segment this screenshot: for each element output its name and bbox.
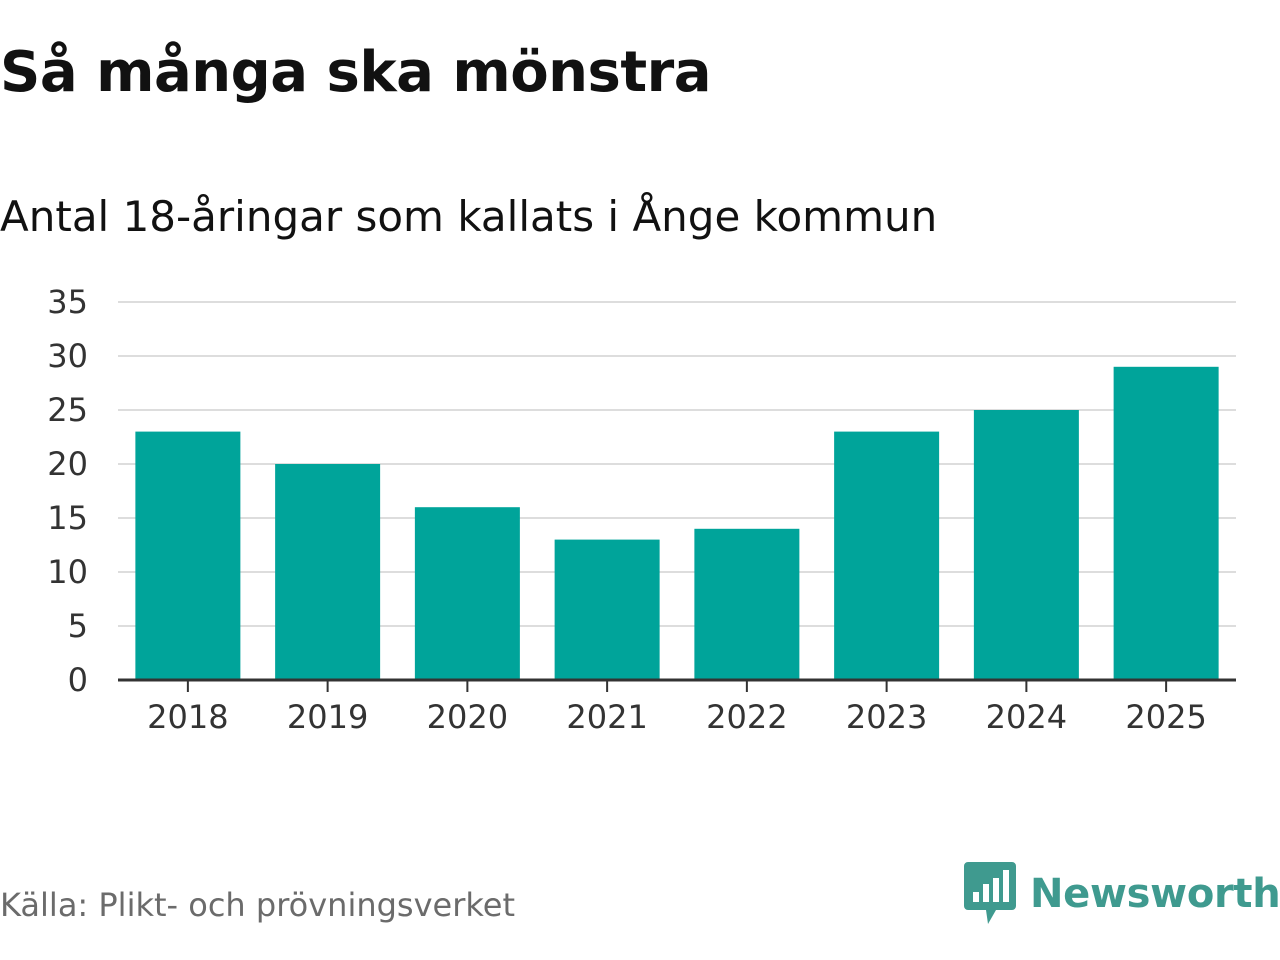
bars [135,366,1219,680]
bar-2019 [275,464,381,680]
bar-2024 [973,410,1079,680]
bar-2023 [834,431,940,680]
newsworthy-logo-icon [964,862,1016,924]
y-tick-label: 5 [68,607,88,645]
bar-2021 [554,539,660,680]
x-tick-label: 2020 [427,698,508,736]
x-tick-label: 2025 [1125,698,1206,736]
chart-title: Så många ska mönstra [0,40,712,105]
y-tick-label: 25 [47,391,88,429]
chart-subtitle: Antal 18-åringar som kallats i Ånge komm… [0,192,938,241]
y-tick-label: 35 [47,283,88,321]
x-tick-label: 2021 [566,698,647,736]
bar-2025 [1113,366,1219,680]
y-tick-label: 20 [47,445,88,483]
brand-name: Newsworthy [1030,871,1280,917]
y-tick-label: 15 [47,499,88,537]
y-tick-label: 30 [47,337,88,375]
bar-2018 [135,431,241,680]
source-note: Källa: Plikt- och prövningsverket [0,886,515,924]
x-tick-label: 2022 [706,698,787,736]
x-tick-label: 2024 [986,698,1067,736]
y-tick-label: 10 [47,553,88,591]
brand-logo: Newsworthy [964,862,1280,926]
y-tick-label: 0 [68,661,88,699]
bar-2020 [414,507,520,680]
x-tick-label: 2023 [846,698,927,736]
x-tick-label: 2019 [287,698,368,736]
bar-2022 [694,528,800,680]
x-axis: 2018 2019 2020 2021 2022 2023 2024 2025 [118,678,1236,736]
x-tick-label: 2018 [147,698,228,736]
